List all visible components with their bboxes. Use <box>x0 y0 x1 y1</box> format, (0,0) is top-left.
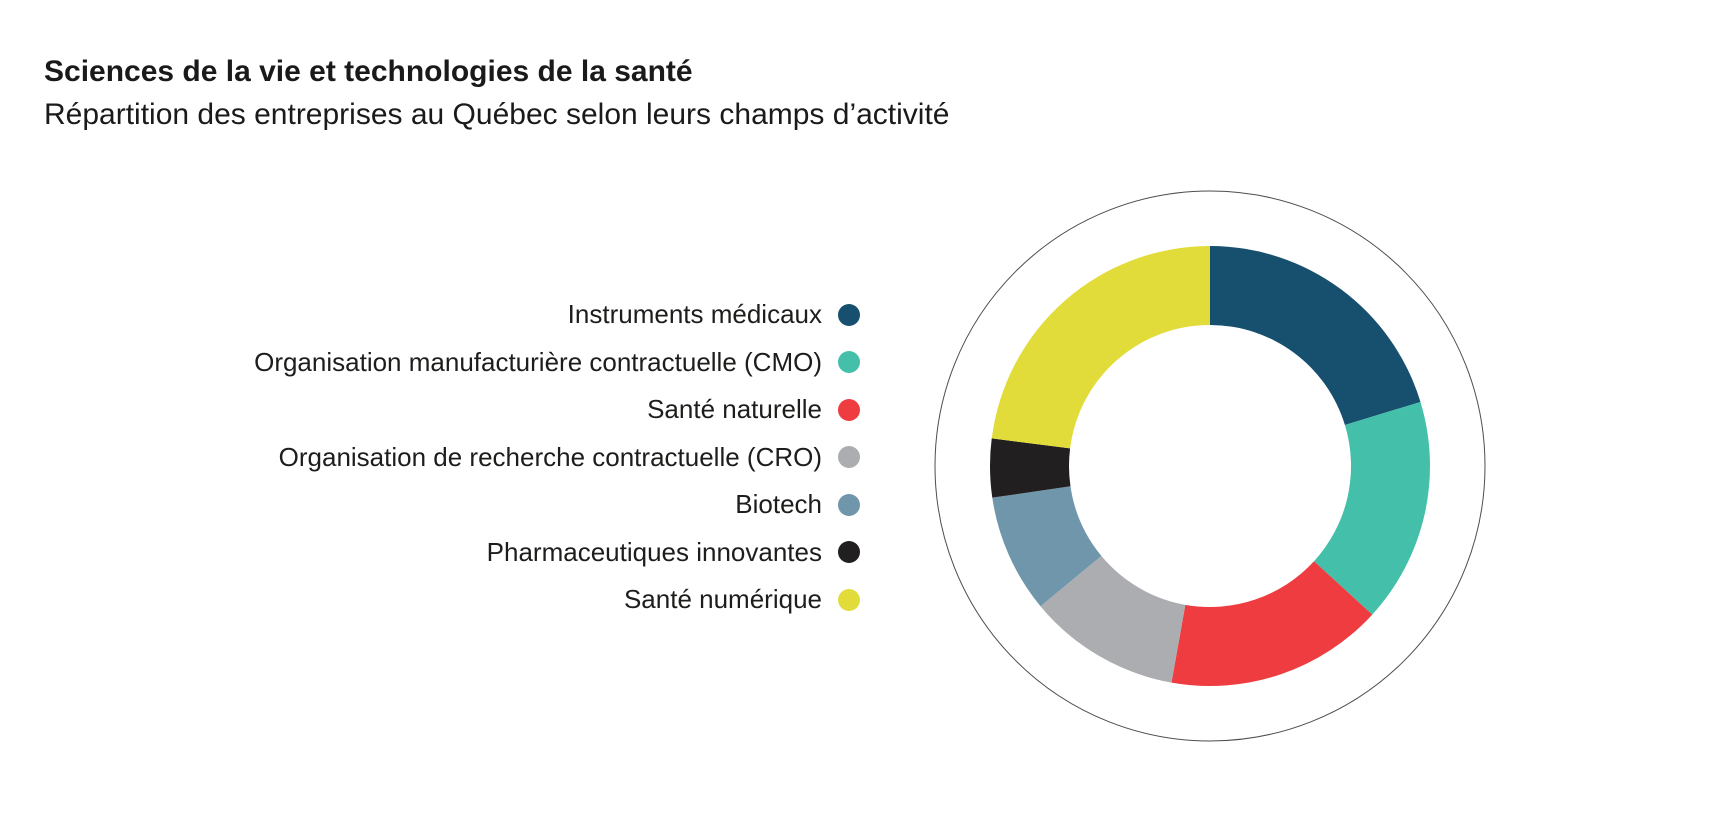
legend-color-dot-icon <box>838 303 860 326</box>
legend-item-label: Santé naturelle <box>647 394 822 425</box>
donut-segment-2 <box>1313 401 1431 615</box>
donut-segment-4 <box>1040 555 1186 683</box>
legend-item: Organisation de recherche contractuelle … <box>0 434 860 482</box>
legend-item: Santé numérique <box>0 576 860 624</box>
donut-chart <box>934 190 1486 742</box>
legend-item: Organisation manufacturière contractuell… <box>0 339 860 387</box>
legend-item: Pharmaceutiques innovantes <box>0 529 860 577</box>
legend-item-label: Organisation manufacturière contractuell… <box>254 346 822 377</box>
legend-color-dot-icon <box>838 541 860 564</box>
donut-segment-5 <box>992 486 1102 607</box>
legend-item-label: Organisation de recherche contractuelle … <box>278 441 822 472</box>
legend-item-label: Instruments médicaux <box>567 299 822 330</box>
donut-segment-7 <box>991 246 1210 449</box>
legend-item-label: Biotech <box>735 489 822 520</box>
legend-color-dot-icon <box>838 588 860 611</box>
legend-item: Santé naturelle <box>0 386 860 434</box>
donut-segment-3 <box>1171 561 1373 686</box>
legend-color-dot-icon <box>838 446 860 469</box>
donut-segment-6 <box>989 438 1071 498</box>
legend-item-label: Santé numérique <box>623 584 822 615</box>
legend-color-dot-icon <box>838 398 860 421</box>
donut-segment-1 <box>1210 246 1421 425</box>
legend-color-dot-icon <box>838 493 860 516</box>
legend-color-dot-icon <box>838 351 860 374</box>
figure-title: Sciences de la vie et technologies de la… <box>44 55 693 88</box>
outer-guide-circle <box>934 190 1486 742</box>
figure-subtitle: Répartition des entreprises au Québec se… <box>44 98 950 131</box>
legend-item: Biotech <box>0 481 860 529</box>
chart-legend: Instruments médicaux Organisation manufa… <box>0 291 860 624</box>
figure-header: Sciences de la vie et technologies de la… <box>44 52 949 134</box>
legend-item: Instruments médicaux <box>0 291 860 339</box>
legend-item-label: Pharmaceutiques innovantes <box>486 536 822 567</box>
